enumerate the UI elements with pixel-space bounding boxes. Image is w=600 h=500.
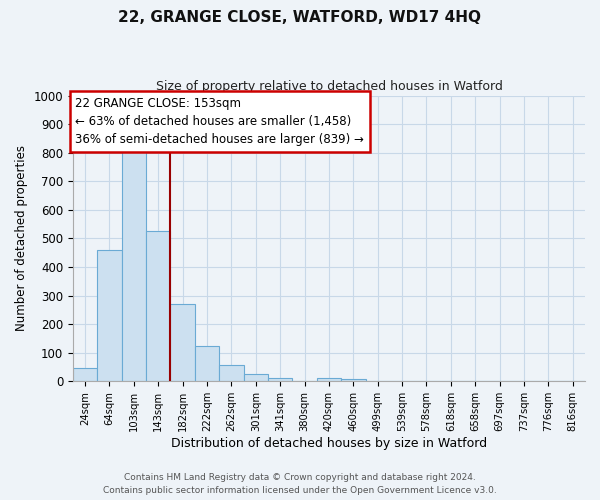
Bar [219, 365, 244, 382]
Bar [122, 150, 146, 382]
Bar [341, 380, 365, 382]
Bar [317, 378, 341, 382]
Bar [97, 250, 122, 382]
Text: Contains HM Land Registry data © Crown copyright and database right 2024.
Contai: Contains HM Land Registry data © Crown c… [103, 474, 497, 495]
Bar [170, 304, 195, 382]
Bar [146, 232, 170, 382]
Bar [268, 378, 292, 382]
Title: Size of property relative to detached houses in Watford: Size of property relative to detached ho… [155, 80, 502, 93]
Bar [195, 346, 219, 382]
Y-axis label: Number of detached properties: Number of detached properties [15, 146, 28, 332]
X-axis label: Distribution of detached houses by size in Watford: Distribution of detached houses by size … [171, 437, 487, 450]
Bar [244, 374, 268, 382]
Bar [73, 368, 97, 382]
Text: 22 GRANGE CLOSE: 153sqm
← 63% of detached houses are smaller (1,458)
36% of semi: 22 GRANGE CLOSE: 153sqm ← 63% of detache… [76, 97, 364, 146]
Text: 22, GRANGE CLOSE, WATFORD, WD17 4HQ: 22, GRANGE CLOSE, WATFORD, WD17 4HQ [119, 10, 482, 25]
